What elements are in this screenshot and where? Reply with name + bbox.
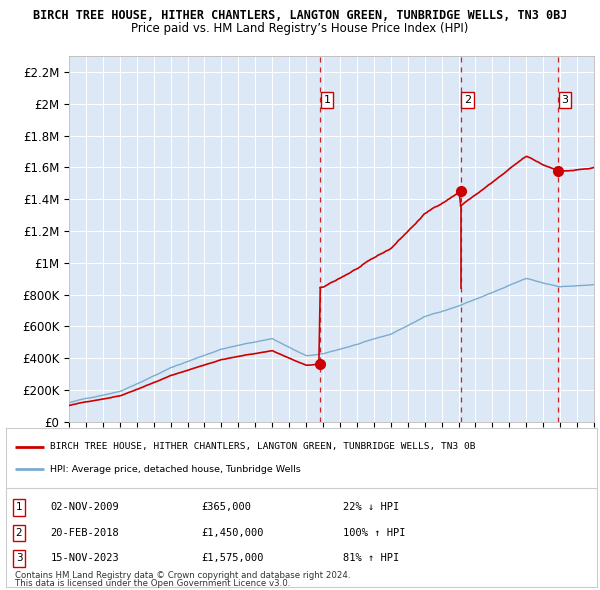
Text: HPI: Average price, detached house, Tunbridge Wells: HPI: Average price, detached house, Tunb… — [50, 465, 301, 474]
Text: BIRCH TREE HOUSE, HITHER CHANTLERS, LANGTON GREEN, TUNBRIDGE WELLS, TN3 0BJ: BIRCH TREE HOUSE, HITHER CHANTLERS, LANG… — [33, 9, 567, 22]
Text: 2: 2 — [16, 528, 22, 538]
Text: £365,000: £365,000 — [201, 503, 251, 512]
Text: 1: 1 — [323, 95, 331, 105]
Text: This data is licensed under the Open Government Licence v3.0.: This data is licensed under the Open Gov… — [15, 579, 290, 588]
Text: BIRCH TREE HOUSE, HITHER CHANTLERS, LANGTON GREEN, TUNBRIDGE WELLS, TN3 0B: BIRCH TREE HOUSE, HITHER CHANTLERS, LANG… — [50, 442, 476, 451]
Text: £1,575,000: £1,575,000 — [201, 553, 263, 563]
Text: 1: 1 — [16, 503, 22, 512]
Text: £1,450,000: £1,450,000 — [201, 528, 263, 538]
Text: 81% ↑ HPI: 81% ↑ HPI — [343, 553, 399, 563]
Text: Price paid vs. HM Land Registry’s House Price Index (HPI): Price paid vs. HM Land Registry’s House … — [131, 22, 469, 35]
Text: 3: 3 — [562, 95, 568, 105]
Text: 2: 2 — [464, 95, 471, 105]
Text: 22% ↓ HPI: 22% ↓ HPI — [343, 503, 399, 512]
Text: 3: 3 — [16, 553, 22, 563]
Text: 20-FEB-2018: 20-FEB-2018 — [50, 528, 119, 538]
Text: 15-NOV-2023: 15-NOV-2023 — [50, 553, 119, 563]
Text: 100% ↑ HPI: 100% ↑ HPI — [343, 528, 406, 538]
Text: 02-NOV-2009: 02-NOV-2009 — [50, 503, 119, 512]
Text: Contains HM Land Registry data © Crown copyright and database right 2024.: Contains HM Land Registry data © Crown c… — [15, 571, 350, 581]
